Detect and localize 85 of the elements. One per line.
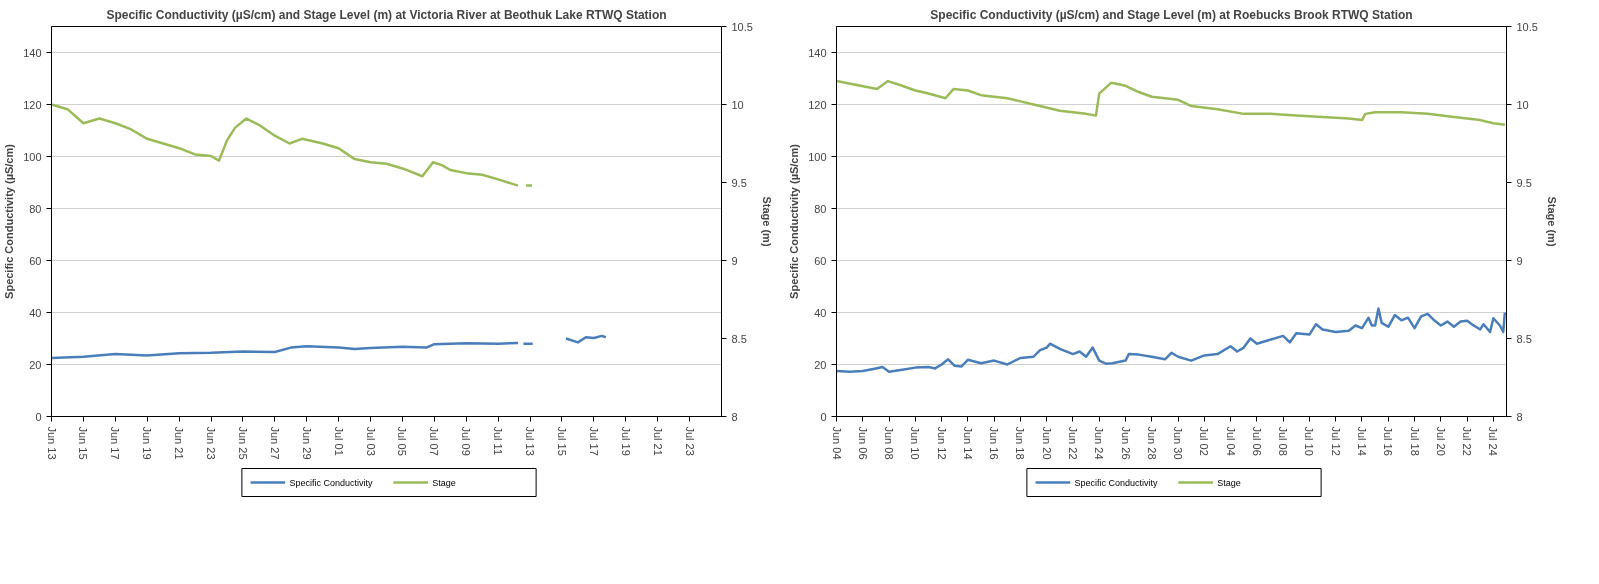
- x-tick-label: Jun 22: [1066, 426, 1079, 460]
- y2-tick-label: 8: [1516, 410, 1523, 423]
- y2-tick-label: 10.5: [731, 20, 753, 33]
- y2-tick-label: 8.5: [731, 332, 747, 345]
- x-tick-label: Jul 18: [1408, 426, 1421, 456]
- x-tick-label: Jun 08: [883, 426, 896, 460]
- x-tick-label: Jun 21: [173, 426, 186, 460]
- x-tick-label: Jun 29: [300, 426, 313, 460]
- x-tick-label: Jul 19: [619, 426, 632, 456]
- y-tick-label: 80: [814, 202, 827, 215]
- x-tick-label: Jun 15: [77, 426, 90, 460]
- x-tick-label: Jun 04: [830, 426, 843, 460]
- x-tick-label: Jul 23: [683, 426, 696, 456]
- y2-tick-label: 8: [731, 410, 738, 423]
- x-tick-label: Jun 13: [45, 426, 58, 460]
- y2-tick-label: 8.5: [1516, 332, 1532, 345]
- x-tick-label: Jun 28: [1145, 426, 1158, 460]
- x-tick-label: Jun 18: [1014, 426, 1027, 460]
- x-tick-label: Jul 07: [428, 426, 441, 456]
- legend-label: Stage: [432, 477, 456, 488]
- y2-axis-title: Stage (m): [1545, 196, 1558, 247]
- y-tick-label: 40: [29, 306, 42, 319]
- x-tick-label: Jul 04: [1224, 426, 1237, 456]
- y-tick-label: 20: [814, 358, 827, 371]
- y-tick-label: 80: [29, 202, 42, 215]
- x-tick-label: Jul 02: [1198, 426, 1211, 456]
- chart-title: Specific Conductivity (µS/cm) and Stage Level (m) at Victoria River at Beothuk Lake RTWQ Station: [106, 7, 667, 22]
- y2-tick-label: 9: [731, 254, 738, 267]
- x-tick-label: Jul 15: [555, 426, 568, 456]
- y2-tick-label: 10: [1516, 98, 1529, 111]
- legend-label: Specific Conductivity: [289, 477, 374, 488]
- x-tick-label: Jul 20: [1434, 426, 1447, 456]
- y-tick-label: 120: [808, 98, 827, 111]
- x-tick-label: Jul 22: [1461, 426, 1474, 456]
- x-tick-label: Jul 16: [1382, 426, 1395, 456]
- x-tick-label: Jun 12: [935, 426, 948, 460]
- x-tick-label: Jul 24: [1487, 426, 1500, 456]
- x-tick-label: Jul 06: [1250, 426, 1263, 456]
- x-tick-label: Jun 25: [236, 426, 249, 460]
- y-tick-label: 120: [23, 98, 42, 111]
- x-tick-label: Jun 14: [961, 426, 974, 460]
- y-axis-title: Specific Conductivity (µS/cm): [788, 143, 801, 299]
- x-tick-label: Jun 23: [205, 426, 218, 460]
- y-tick-label: 0: [35, 410, 42, 423]
- chart-title: Specific Conductivity (µS/cm) and Stage Level (m) at Roebucks Brook RTWQ Station: [930, 7, 1413, 22]
- y2-tick-label: 9.5: [1516, 176, 1532, 189]
- x-tick-label: Jun 20: [1040, 426, 1053, 460]
- x-tick-label: Jun 19: [141, 426, 154, 460]
- x-tick-label: Jun 27: [268, 426, 281, 460]
- x-tick-label: Jul 10: [1303, 426, 1316, 456]
- y-tick-label: 0: [820, 410, 827, 423]
- y-tick-label: 20: [29, 358, 42, 371]
- x-tick-label: Jul 05: [396, 426, 409, 456]
- x-tick-label: Jul 11: [492, 426, 505, 456]
- y2-tick-label: 10.5: [1516, 20, 1538, 33]
- y2-tick-label: 9: [1516, 254, 1523, 267]
- x-tick-label: Jul 14: [1355, 426, 1368, 456]
- x-tick-label: Jul 03: [364, 426, 377, 456]
- y2-axis-title: Stage (m): [760, 196, 773, 247]
- x-tick-label: Jul 01: [332, 426, 345, 456]
- y-axis-title: Specific Conductivity (µS/cm): [3, 143, 16, 299]
- x-tick-label: Jul 12: [1329, 426, 1342, 456]
- y-tick-label: 60: [29, 254, 42, 267]
- x-tick-label: Jul 13: [524, 426, 537, 456]
- x-tick-label: Jul 09: [460, 426, 473, 456]
- x-tick-label: Jul 08: [1277, 426, 1290, 456]
- x-tick-label: Jun 30: [1172, 426, 1185, 460]
- x-tick-label: Jul 17: [587, 426, 600, 456]
- y-tick-label: 140: [23, 46, 42, 59]
- x-tick-label: Jul 21: [651, 426, 664, 456]
- y-tick-label: 60: [814, 254, 827, 267]
- x-tick-label: Jun 16: [988, 426, 1001, 460]
- x-tick-label: Jun 24: [1093, 426, 1106, 460]
- y2-tick-label: 10: [731, 98, 744, 111]
- x-tick-label: Jun 10: [909, 426, 922, 460]
- y-tick-label: 100: [808, 150, 827, 163]
- legend-label: Specific Conductivity: [1074, 477, 1159, 488]
- x-tick-label: Jun 26: [1119, 426, 1132, 460]
- legend-label: Stage: [1217, 477, 1241, 488]
- y-tick-label: 100: [23, 150, 42, 163]
- y-tick-label: 140: [808, 46, 827, 59]
- y-tick-label: 40: [814, 306, 827, 319]
- x-tick-label: Jun 17: [109, 426, 122, 460]
- x-tick-label: Jun 06: [856, 426, 869, 460]
- y2-tick-label: 9.5: [731, 176, 747, 189]
